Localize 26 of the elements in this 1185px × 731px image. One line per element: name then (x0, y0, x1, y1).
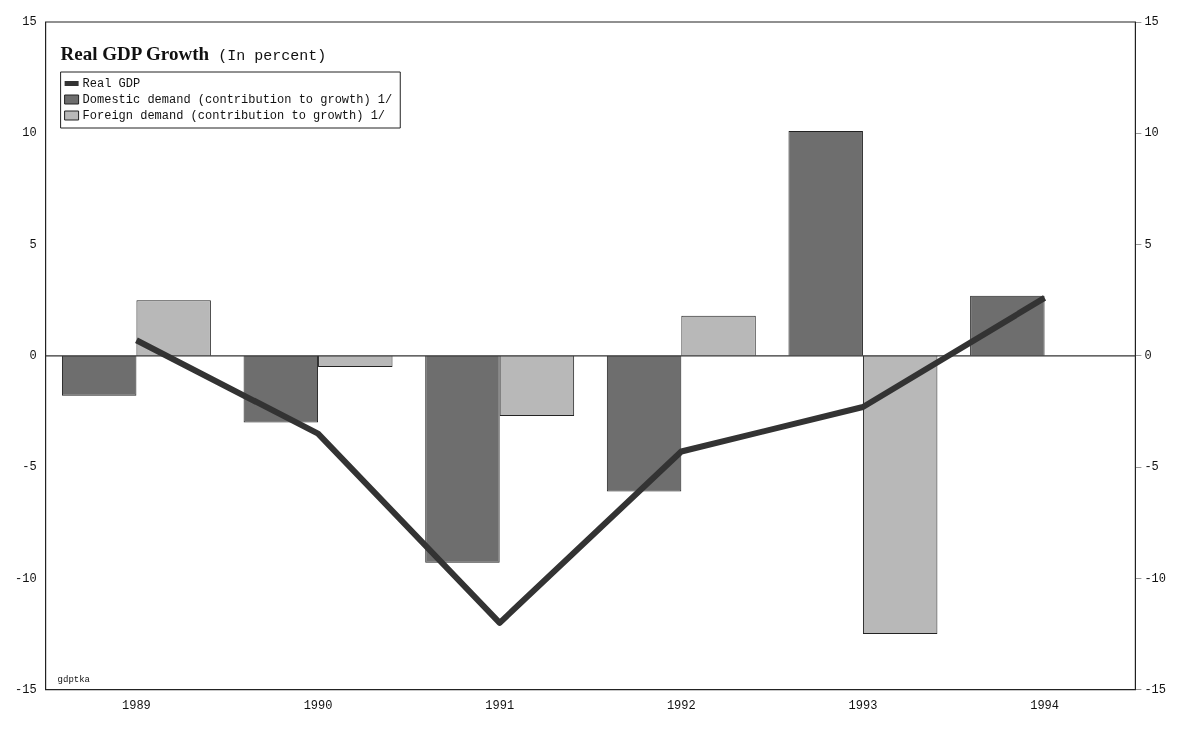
x-tick-label: 1990 (303, 698, 333, 713)
text: Real GDP Growth (60, 43, 210, 64)
x-tick-label: 1989 (122, 698, 151, 713)
text: (In percent) (218, 48, 327, 65)
y-tick-label: 5 (29, 237, 37, 252)
y-tick-label: -10 (14, 571, 37, 586)
legend-label: Domestic demand (contribution to growth) 1/ (82, 93, 393, 108)
y-tick-label: 0 (29, 348, 37, 363)
x-tick-label: 1991 (485, 698, 515, 713)
y-tick-label: 10 (22, 126, 37, 141)
y-tick-label: -5 (22, 460, 37, 475)
x-tick-label: 1993 (848, 698, 878, 713)
y2-tick-label: 0 (1144, 348, 1152, 363)
legend-label: Real GDP (82, 77, 141, 92)
x-tick-label: 1994 (1030, 698, 1059, 713)
y2-tick-label: 5 (1144, 237, 1152, 252)
y2-tick-label: 15 (1144, 15, 1159, 30)
y2-tick-label: -10 (1144, 571, 1167, 586)
y2-tick-label: -5 (1144, 460, 1159, 475)
x-tick-label: 1992 (666, 698, 696, 713)
y-tick-label: 15 (22, 15, 37, 30)
y-tick-label: -15 (14, 682, 37, 697)
y2-tick-label: -15 (1144, 682, 1167, 697)
y2-tick-label: 10 (1144, 126, 1159, 141)
legend-label: Foreign demand (contribution to growth) 1/ (82, 109, 386, 124)
annotation: gdptka (57, 674, 91, 685)
